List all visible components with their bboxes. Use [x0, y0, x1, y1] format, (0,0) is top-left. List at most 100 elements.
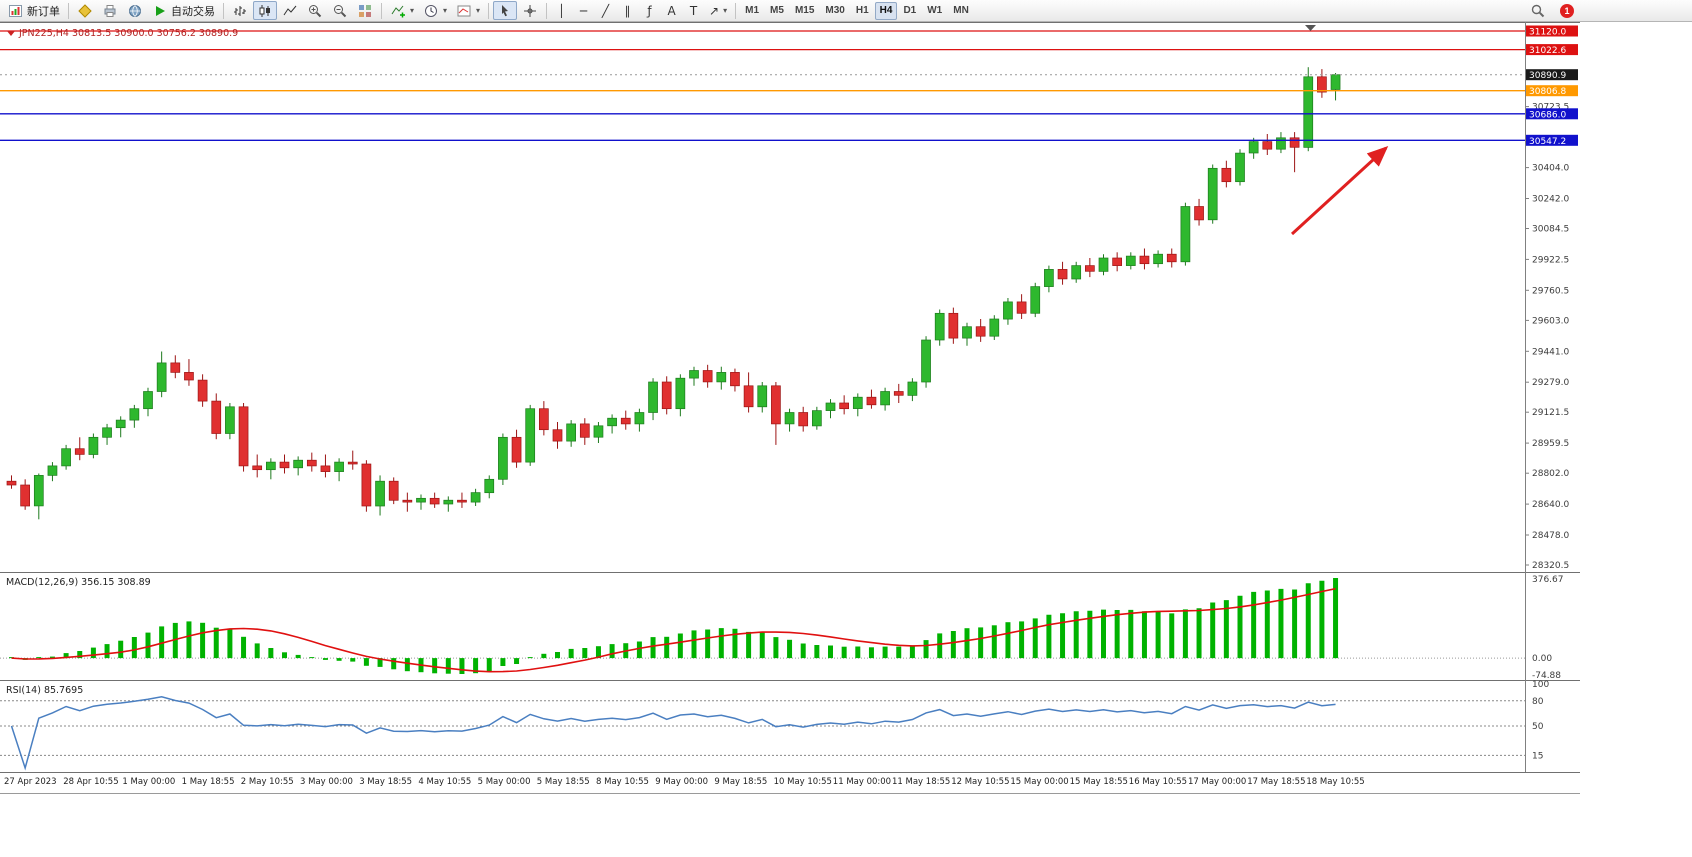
time-axis-label: 9 May 18:55 [714, 777, 768, 787]
toolbar: 新订单 自动交易 [0, 0, 1692, 22]
macd-scale-label: -74.88 [1532, 671, 1561, 680]
zoom-out-button[interactable] [328, 1, 352, 20]
timeframe-w1-button[interactable]: W1 [922, 2, 947, 20]
macd-scale-label: 376.67 [1532, 575, 1564, 585]
main-chart-pane[interactable]: 30723.5 30404.0 30242.0 30084.5 29922.5 29760… [0, 22, 1580, 572]
trend-arrow[interactable] [1290, 145, 1389, 236]
timeframe-m5-button[interactable]: M5 [765, 2, 789, 20]
price-axis-tick: 29603.0 [1532, 316, 1569, 326]
time-axis-label: 10 May 10:55 [773, 777, 832, 787]
macd-histogram [9, 578, 1339, 674]
time-axis-label: 17 May 18:55 [1247, 777, 1306, 787]
toolbar-separator [735, 2, 737, 19]
price-axis-tick: 29760.5 [1532, 286, 1569, 296]
zoom-in-icon [309, 4, 322, 17]
timeframe-group: M1 M5 M15 M30 H1 H4 D1 W1 MN [740, 1, 974, 20]
crosshair-button[interactable] [518, 1, 542, 20]
line-chart-button[interactable] [278, 1, 302, 20]
candlestick-chart-button[interactable] [253, 1, 277, 20]
channel-button[interactable]: ∥ [617, 1, 638, 20]
candlesticks [6, 67, 1341, 520]
svg-text:30686.0: 30686.0 [1529, 110, 1566, 120]
macd-indicator-pane[interactable]: MACD(12,26,9) 356.15 308.89 376.67 0.00 -74… [0, 572, 1580, 680]
timeframe-h4-button[interactable]: H4 [874, 1, 898, 20]
price-axis-tick: 30242.0 [1532, 195, 1569, 205]
symbol-ohlc-header: JPN225,H4 30813.5 30900.0 30756.2 30890.… [18, 28, 238, 39]
timeframe-h1-button[interactable]: H1 [851, 2, 874, 20]
vertical-line-button[interactable]: │ [551, 1, 572, 20]
time-axis-label: 28 Apr 10:55 [63, 777, 119, 787]
cursor-arrow-icon [502, 4, 509, 16]
line-chart-icon [283, 5, 297, 15]
new-order-icon [9, 4, 22, 17]
price-axis-tick: 29121.5 [1532, 408, 1569, 418]
notification-badge[interactable]: 1 [1560, 4, 1574, 18]
bar-chart-icon [234, 5, 246, 16]
price-badge [1526, 85, 1578, 97]
rsi-scale-label: 80 [1532, 697, 1544, 707]
timeframe-m30-button[interactable]: M30 [820, 2, 849, 20]
time-axis-label: 5 May 00:00 [477, 777, 531, 787]
time-axis-label: 1 May 00:00 [122, 777, 176, 787]
horizontal-line-button[interactable]: ─ [573, 1, 594, 20]
zoom-in-button[interactable] [303, 1, 327, 20]
rsi-indicator-pane[interactable]: 100 80 50 15 RSI(14) 85.7695 [0, 680, 1580, 772]
timeframe-d1-button[interactable]: D1 [898, 2, 921, 20]
svg-text:30547.2: 30547.2 [1529, 137, 1566, 147]
time-axis-label: 11 May 00:00 [832, 777, 892, 787]
text-tool-button[interactable]: A [661, 1, 682, 20]
community-button[interactable] [123, 1, 147, 20]
toolbar-right-tools: 1 [1526, 0, 1574, 22]
price-badge [1526, 134, 1578, 146]
vertical-line-icon: │ [557, 3, 566, 18]
mql-editor-button[interactable] [73, 1, 97, 20]
time-axis-label: 17 May 00:00 [1188, 777, 1247, 787]
time-axis-label: 3 May 18:55 [359, 777, 413, 787]
rsi-scale-label: 15 [1532, 751, 1543, 761]
cursor-button[interactable] [493, 1, 518, 20]
fibonacci-icon: ƒ [647, 3, 652, 18]
price-badge [1526, 69, 1578, 81]
templates-button[interactable]: ▾ [452, 1, 484, 20]
svg-text:31120.0: 31120.0 [1529, 28, 1566, 38]
time-axis[interactable]: 27 Apr 2023 28 Apr 10:55 1 May 00:00 1 May … [0, 772, 1580, 794]
time-axis-label: 12 May 10:55 [951, 777, 1010, 787]
time-axis-label: 8 May 10:55 [596, 777, 649, 787]
timeframe-mn-button[interactable]: MN [948, 2, 974, 20]
new-order-button[interactable]: 新订单 [4, 1, 64, 20]
price-axis-tick: 28959.5 [1532, 439, 1569, 449]
search-icon [1531, 4, 1545, 18]
price-axis-tick: 30723.5 [1532, 103, 1569, 113]
print-button[interactable] [98, 1, 122, 20]
svg-text:30890.9: 30890.9 [1529, 71, 1566, 81]
time-axis-label: 16 May 10:55 [1128, 777, 1188, 787]
svg-text:31022.6: 31022.6 [1529, 46, 1566, 56]
time-axis-label: 27 Apr 2023 [4, 777, 57, 787]
price-axis-tick: 30084.5 [1532, 225, 1569, 235]
timeframe-m1-button[interactable]: M1 [740, 2, 764, 20]
dropdown-caret-icon: ▾ [723, 6, 728, 15]
arrows-tool-button[interactable]: ↗ ▾ [705, 1, 731, 20]
new-order-label: 新订单 [27, 5, 60, 18]
trendline-button[interactable]: ╱ [595, 1, 616, 20]
crosshair-icon [524, 4, 537, 17]
time-axis-label: 11 May 18:55 [892, 777, 951, 787]
timeframe-m15-button[interactable]: M15 [790, 2, 819, 20]
toolbar-separator [546, 2, 548, 19]
auto-trading-label: 自动交易 [171, 5, 215, 18]
macd-label: MACD(12,26,9) 356.15 308.89 [6, 577, 151, 588]
toolbar-separator [223, 2, 224, 19]
auto-trading-button[interactable]: 自动交易 [148, 1, 219, 20]
periods-button[interactable]: ▾ [419, 1, 451, 20]
price-axis-tick: 29279.0 [1532, 378, 1569, 388]
search-button[interactable] [1526, 2, 1550, 21]
fibonacci-button[interactable]: ƒ [639, 1, 660, 20]
tile-windows-button[interactable] [353, 1, 377, 20]
indicators-button[interactable]: ▾ [386, 1, 418, 20]
time-axis-label: 1 May 18:55 [181, 777, 235, 787]
chart-shift-marker[interactable] [1305, 25, 1316, 31]
macd-signal-line [11, 587, 1336, 673]
label-tool-button[interactable]: T [683, 1, 704, 20]
bar-chart-button[interactable] [228, 1, 252, 20]
